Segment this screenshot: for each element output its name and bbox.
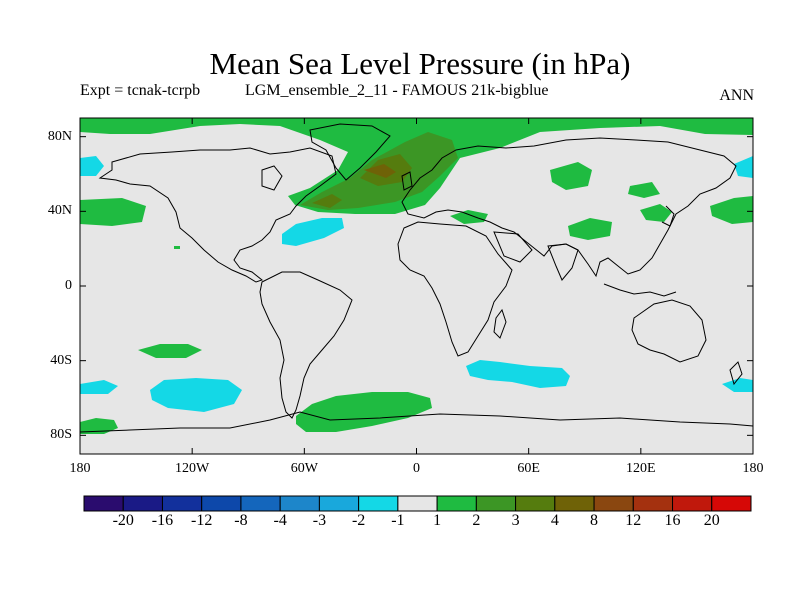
colorbar-label: 2 xyxy=(472,512,481,529)
coastline-greenland xyxy=(309,123,391,181)
anomaly-negative-south-pacific-west xyxy=(80,380,118,394)
anomaly-negative-arctic-east xyxy=(734,156,753,178)
lon-tick-label: 60E xyxy=(517,461,540,476)
lon-tick-label: 120W xyxy=(175,461,210,476)
coastlines xyxy=(79,123,754,433)
lat-tick-label: 80S xyxy=(50,427,72,443)
colorbar-swatch xyxy=(83,495,124,512)
colorbar-swatch xyxy=(358,495,399,512)
anomaly-positive-east-asia xyxy=(640,204,672,222)
lon-tick-label: 180 xyxy=(69,461,91,476)
anomaly-positive-antarctic-pacific xyxy=(80,418,118,434)
colorbar-label: 12 xyxy=(625,512,642,529)
colorbar-swatch xyxy=(711,495,752,512)
coastline-north-america xyxy=(98,147,337,283)
colorbar-swatch xyxy=(397,495,438,512)
colorbar-label: -12 xyxy=(191,512,213,529)
anomaly-positive-southern-atlantic xyxy=(296,392,432,432)
colorbar-label: -20 xyxy=(112,512,134,529)
coastline-arabia xyxy=(493,231,533,263)
coastline-indonesia xyxy=(603,283,677,297)
coastline-antarctica xyxy=(79,411,754,433)
colorbar-swatch xyxy=(632,495,674,512)
coastline-india xyxy=(547,243,579,281)
colorbar-swatch xyxy=(672,495,713,512)
colorbar-label: -16 xyxy=(151,512,174,529)
colorbar-label: 1 xyxy=(433,512,442,529)
colorbar xyxy=(83,495,752,512)
colorbar-label: 8 xyxy=(590,512,599,529)
run-description: LGM_ensemble_2_11 - FAMOUS 21k-bigblue xyxy=(245,82,549,99)
map-title: Mean Sea Level Pressure (in hPa) xyxy=(209,46,631,81)
coastline-south-america xyxy=(259,271,353,419)
colorbar-swatch xyxy=(593,495,634,512)
colorbar-swatch xyxy=(240,495,281,512)
colorbar-swatch xyxy=(318,495,360,512)
colorbar-swatch xyxy=(515,495,556,512)
colorbar-label: -3 xyxy=(312,512,327,529)
anomaly-negative-north-atlantic-subtropic xyxy=(282,218,344,246)
anomaly-negative-arctic-pacific xyxy=(80,156,104,176)
coastline-madagascar xyxy=(493,308,507,339)
anomaly-fields xyxy=(80,118,753,434)
colorbar-swatch xyxy=(279,495,320,512)
lon-tick-label: 0 xyxy=(413,461,420,476)
coastline-africa xyxy=(397,221,513,357)
anomaly-positive-mongolia xyxy=(628,182,660,198)
anomaly-positive-siberia xyxy=(550,162,592,190)
lon-tick-label: 60W xyxy=(290,461,318,476)
coastline-hudson-bay xyxy=(261,165,283,191)
colorbar-label: -1 xyxy=(391,512,405,529)
colorbar-label: 4 xyxy=(550,512,559,529)
lat-tick-label: 80N xyxy=(47,128,72,144)
anomaly-positive-central-asia xyxy=(568,218,612,240)
coastline-eurasia xyxy=(401,137,737,278)
axis-ticks xyxy=(79,118,754,454)
coastline-japan xyxy=(661,205,675,227)
coastline-uk xyxy=(401,171,413,191)
anomaly-positive-tiny-pacific xyxy=(174,246,180,249)
anomaly-positive-north-pacific-west xyxy=(80,198,146,226)
colorbar-label: -4 xyxy=(273,512,287,529)
lat-tick-label: 40S xyxy=(50,352,72,368)
coastline-australia xyxy=(631,299,707,363)
lon-tick-label: 120E xyxy=(626,461,656,476)
anomaly-negative-south-indian xyxy=(466,360,570,388)
colorbar-swatch xyxy=(161,495,203,512)
anomaly-positive-mediterranean xyxy=(450,210,488,224)
colorbar-label: 20 xyxy=(703,512,720,529)
colorbar-label: 16 xyxy=(664,512,681,529)
colorbar-swatch xyxy=(201,495,242,512)
lon-tick-label: 180 xyxy=(742,461,764,476)
colorbar-swatch xyxy=(436,495,477,512)
colorbar-swatch xyxy=(554,495,595,512)
season-label: ANN xyxy=(719,87,754,104)
colorbar-swatch xyxy=(122,495,163,512)
colorbar-swatch xyxy=(475,495,517,512)
anomaly-negative-south-pacific-east xyxy=(722,378,753,392)
colorbar-label: -8 xyxy=(234,512,248,529)
lat-tick-label: 40N xyxy=(47,203,72,219)
lat-tick-label: 0 xyxy=(65,278,72,293)
coastline-new-zealand xyxy=(729,361,743,386)
anomaly-negative-south-pacific xyxy=(150,378,242,412)
colorbar-label: 3 xyxy=(511,512,520,529)
anomaly-positive-south-pacific xyxy=(138,344,202,358)
colorbar-label: -2 xyxy=(351,512,366,529)
anomaly-positive-north-pacific-east xyxy=(710,196,753,224)
anomaly-positive-iceland-core xyxy=(364,164,396,178)
experiment-label: Expt = tcnak-tcrpb xyxy=(80,82,201,99)
